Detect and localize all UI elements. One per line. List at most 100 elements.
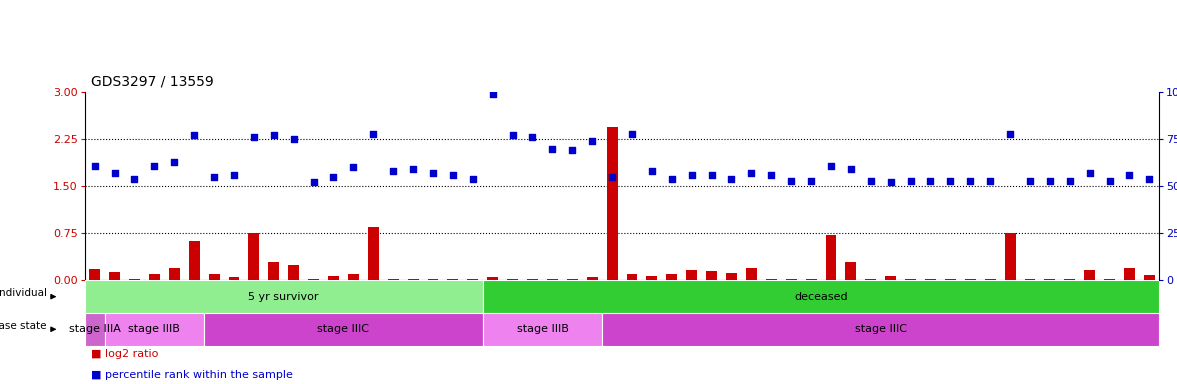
Text: deceased: deceased	[794, 291, 847, 302]
Point	[762, 172, 780, 178]
Bar	[706, 271, 717, 280]
Point	[683, 172, 701, 178]
Point	[384, 168, 403, 174]
Point	[324, 174, 343, 180]
Point	[484, 91, 503, 97]
Bar	[1044, 279, 1056, 280]
Bar	[805, 279, 817, 280]
Bar	[825, 235, 837, 280]
Bar	[865, 279, 876, 280]
Text: stage IIIA: stage IIIA	[68, 324, 120, 334]
Bar	[1064, 279, 1076, 280]
Bar	[527, 279, 538, 280]
Point	[722, 175, 740, 182]
Bar	[925, 279, 936, 280]
Point	[165, 159, 184, 165]
Point	[563, 147, 581, 154]
Point	[822, 162, 840, 169]
Point	[225, 172, 244, 178]
Point	[1100, 177, 1119, 184]
Point	[742, 170, 760, 176]
Bar	[547, 279, 558, 280]
Bar	[626, 274, 638, 280]
Bar	[586, 276, 598, 280]
Text: GDS3297 / 13559: GDS3297 / 13559	[91, 74, 213, 88]
Point	[940, 177, 959, 184]
Bar	[603, 313, 1159, 346]
Bar	[348, 274, 359, 280]
Bar	[407, 279, 419, 280]
Text: stage IIIC: stage IIIC	[318, 324, 370, 334]
Bar	[1005, 233, 1016, 280]
Point	[404, 166, 423, 172]
Text: disease state: disease state	[0, 321, 47, 331]
Bar	[105, 313, 204, 346]
Text: ■ percentile rank within the sample: ■ percentile rank within the sample	[91, 370, 293, 380]
Point	[304, 179, 322, 185]
Bar	[487, 277, 498, 280]
Bar	[288, 265, 299, 280]
Point	[603, 174, 621, 180]
Bar	[483, 280, 1159, 313]
Bar	[885, 276, 896, 280]
Bar	[467, 279, 478, 280]
Point	[105, 170, 124, 176]
Bar	[447, 279, 458, 280]
Point	[245, 134, 264, 141]
Bar	[905, 279, 916, 280]
Bar	[228, 277, 239, 280]
Point	[782, 177, 800, 184]
Bar	[1084, 270, 1095, 280]
Bar	[507, 279, 518, 280]
Point	[464, 175, 483, 182]
Point	[1060, 177, 1079, 184]
Bar	[308, 279, 319, 280]
Bar	[1144, 275, 1155, 280]
Point	[643, 168, 661, 174]
Bar	[985, 279, 996, 280]
Bar	[766, 279, 777, 280]
Bar	[248, 233, 259, 280]
Point	[205, 174, 224, 180]
Point	[1080, 170, 1099, 176]
Bar	[387, 279, 399, 280]
Point	[862, 177, 880, 184]
Point	[364, 131, 383, 137]
Point	[444, 172, 463, 178]
Point	[265, 132, 284, 139]
Point	[882, 179, 900, 185]
Bar	[666, 274, 677, 280]
Bar	[427, 279, 439, 280]
Point	[543, 146, 561, 152]
Text: stage IIIB: stage IIIB	[517, 324, 568, 334]
Point	[902, 177, 920, 184]
Text: stage IIIC: stage IIIC	[855, 324, 906, 334]
Point	[583, 138, 601, 144]
Point	[1000, 131, 1019, 137]
Bar	[646, 276, 658, 280]
Bar	[328, 276, 339, 280]
Point	[842, 166, 860, 172]
Point	[125, 175, 144, 182]
Point	[344, 164, 363, 170]
Point	[703, 172, 722, 178]
Point	[1020, 177, 1039, 184]
Bar	[204, 313, 483, 346]
Point	[802, 177, 820, 184]
Bar	[85, 280, 483, 313]
Point	[1121, 172, 1139, 178]
Bar	[109, 272, 120, 280]
Bar	[1124, 268, 1135, 280]
Text: 5 yr survivor: 5 yr survivor	[248, 291, 319, 302]
Bar	[85, 313, 105, 346]
Bar	[606, 127, 618, 280]
Bar	[945, 279, 956, 280]
Bar	[567, 279, 578, 280]
Text: individual: individual	[0, 288, 47, 298]
Bar	[89, 269, 100, 280]
Point	[980, 177, 999, 184]
Bar	[965, 279, 976, 280]
Bar	[149, 274, 160, 280]
Bar	[746, 268, 757, 280]
Text: stage IIIB: stage IIIB	[128, 324, 180, 334]
